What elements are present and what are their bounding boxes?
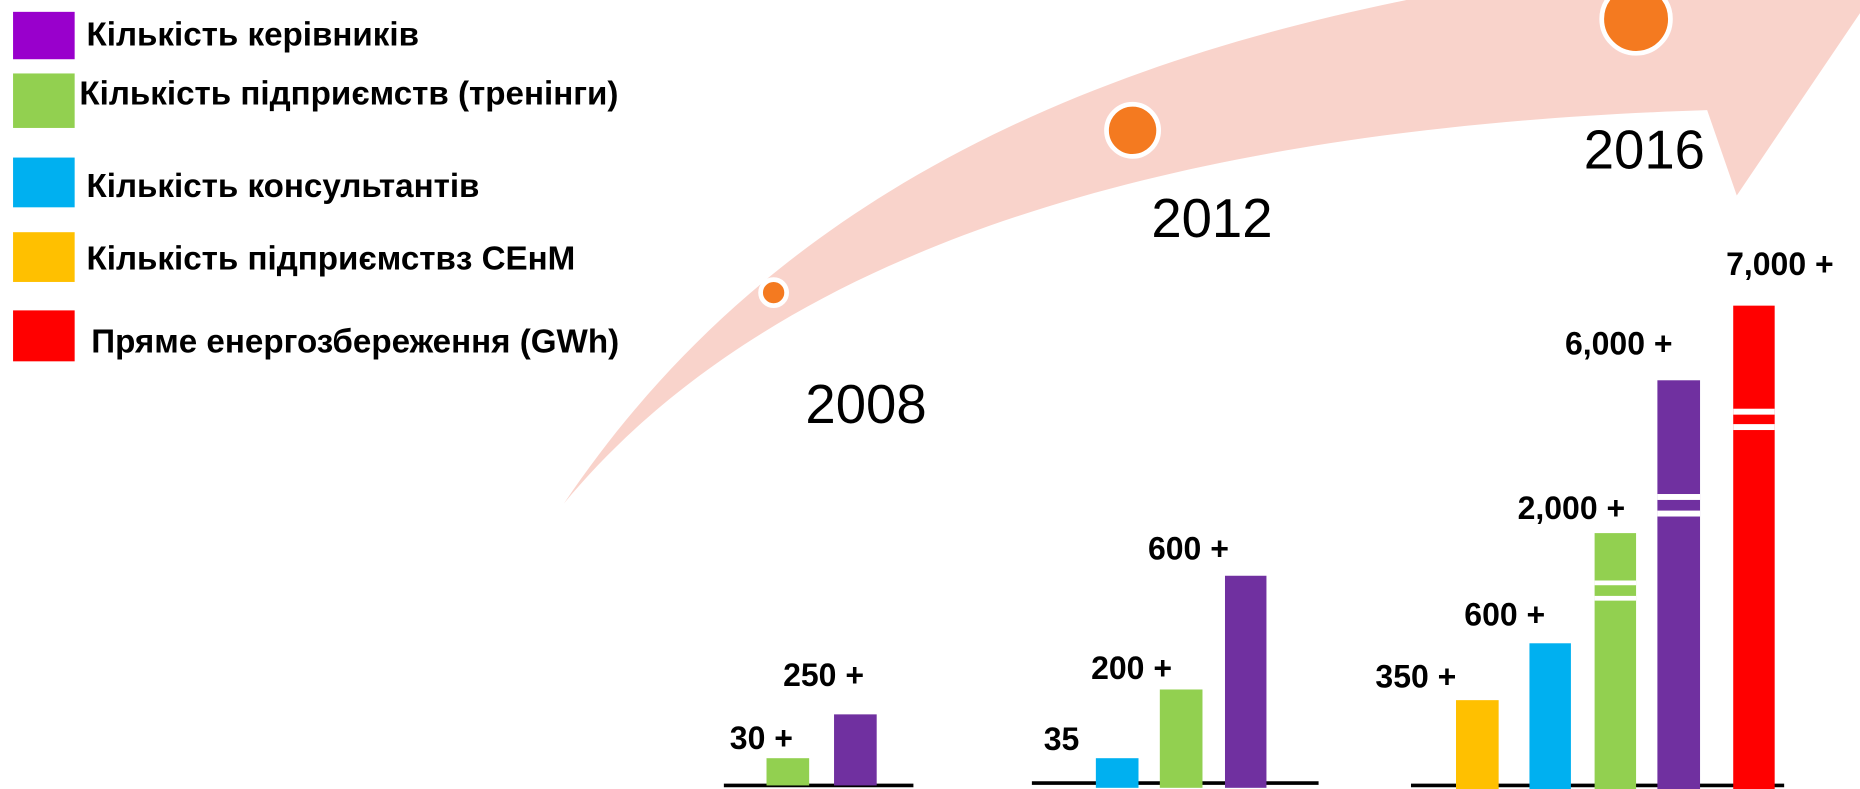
bar-break	[1657, 511, 1700, 517]
bar	[834, 714, 877, 785]
legend-swatch	[13, 310, 75, 361]
bar	[1160, 689, 1203, 787]
value-label: 6,000 +	[1565, 325, 1673, 361]
bar	[767, 758, 810, 785]
legend-swatch	[13, 158, 75, 208]
legend-label: Кількість підприємствз СЕнМ	[87, 240, 576, 277]
bar-break	[1657, 494, 1700, 500]
value-label: 350 +	[1375, 658, 1456, 694]
legend-label: Пряме енергозбереження (GWh)	[91, 323, 619, 360]
legend-swatch	[13, 12, 75, 59]
value-label: 30 +	[730, 720, 793, 756]
timeline-dot	[1107, 104, 1159, 156]
legend-label: Кількість підприємств (тренінги)	[79, 76, 618, 113]
legend-label: Кількість керівників	[87, 16, 419, 53]
value-label: 35	[1044, 721, 1080, 757]
value-label: 250 +	[783, 657, 864, 693]
bar	[1657, 380, 1700, 789]
bar	[1225, 576, 1266, 788]
bar	[1096, 758, 1139, 788]
bar-break	[1733, 424, 1774, 430]
legend-swatch	[13, 232, 75, 282]
value-label: 7,000 +	[1726, 246, 1834, 282]
timeline-dot	[761, 280, 787, 306]
bar-break	[1595, 580, 1636, 585]
year-label: 2016	[1584, 119, 1705, 180]
slide: Кількість керівників Кількість підприємс…	[0, 0, 1860, 789]
bar	[1456, 700, 1499, 789]
value-label: 600 +	[1148, 530, 1229, 566]
year-label: 2012	[1151, 188, 1272, 249]
timeline-dot	[1602, 0, 1671, 53]
bar	[1733, 306, 1774, 789]
bar	[1529, 643, 1570, 789]
bar-break	[1595, 596, 1636, 601]
year-label: 2008	[805, 374, 926, 435]
value-label: 2,000 +	[1518, 490, 1626, 526]
bar	[1595, 533, 1636, 789]
bar-break	[1733, 409, 1774, 415]
value-label: 200 +	[1091, 650, 1172, 686]
value-label: 600 +	[1464, 597, 1545, 633]
legend-swatch	[13, 73, 75, 127]
legend-label: Кількість консультантів	[87, 168, 480, 205]
